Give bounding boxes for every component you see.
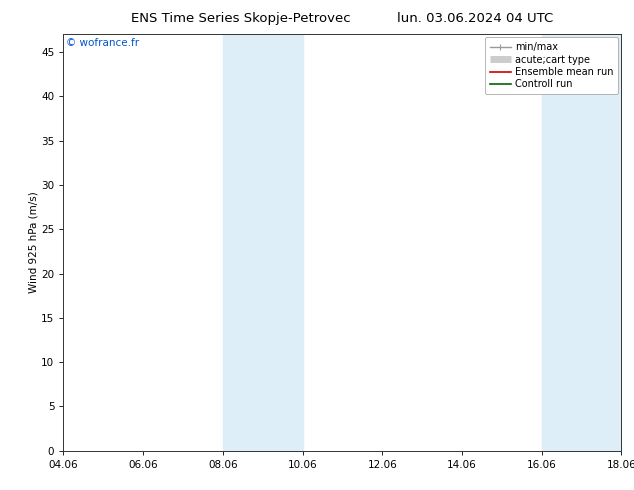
- Text: © wofrance.fr: © wofrance.fr: [66, 38, 139, 49]
- Legend: min/max, acute;cart type, Ensemble mean run, Controll run: min/max, acute;cart type, Ensemble mean …: [485, 37, 618, 94]
- Text: ENS Time Series Skopje-Petrovec: ENS Time Series Skopje-Petrovec: [131, 12, 351, 25]
- Text: lun. 03.06.2024 04 UTC: lun. 03.06.2024 04 UTC: [398, 12, 553, 25]
- Bar: [223, 34, 302, 451]
- Bar: [541, 34, 621, 451]
- Y-axis label: Wind 925 hPa (m/s): Wind 925 hPa (m/s): [29, 192, 38, 294]
